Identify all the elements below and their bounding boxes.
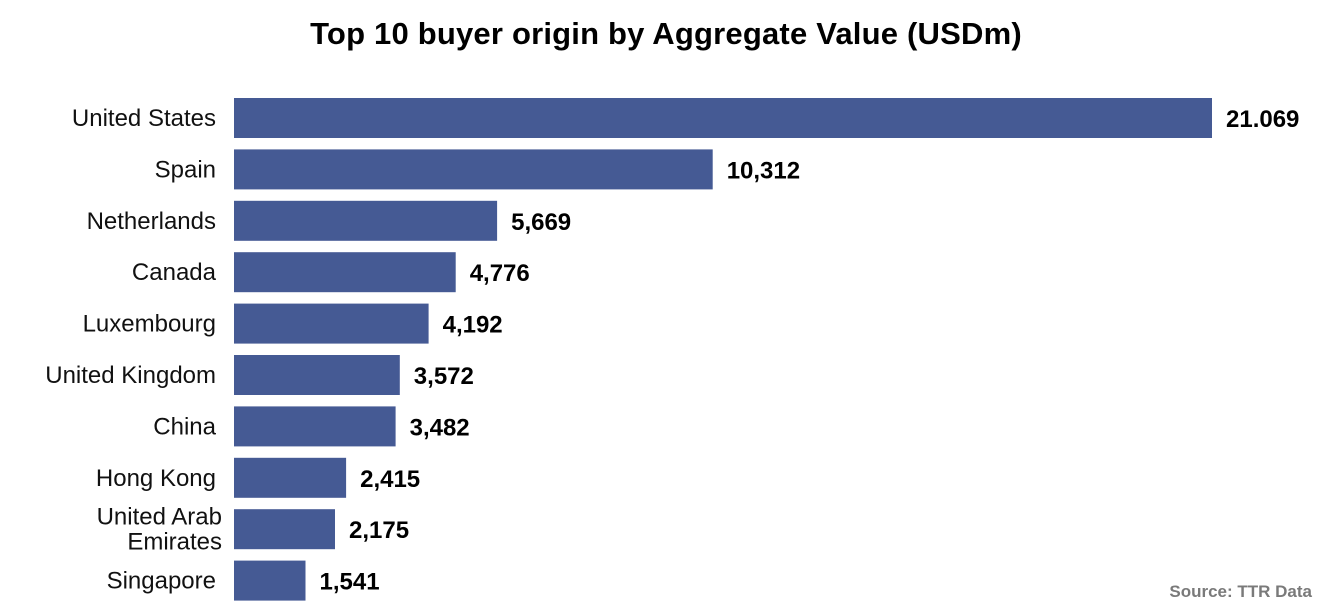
bars-group	[234, 98, 1212, 601]
category-label: Hong Kong	[96, 465, 216, 492]
bar-7	[234, 457, 347, 498]
source-note: Source: TTR Data	[1169, 582, 1312, 601]
value-label: 3,482	[410, 414, 470, 441]
category-label: Luxembourg	[83, 311, 216, 338]
bar-4	[234, 303, 429, 344]
value-label: 1,541	[320, 569, 380, 596]
value-label: 4,192	[443, 312, 503, 339]
value-label: 5,669	[511, 209, 571, 236]
category-labels: United States Spain Netherlands Canada Luxem…	[45, 105, 222, 595]
category-label: Netherlands	[87, 208, 216, 235]
bar-3	[234, 252, 456, 293]
bar-6	[234, 406, 396, 447]
category-label: Canada	[132, 259, 217, 286]
value-label: 10,312	[727, 157, 800, 184]
category-label: United Arab Emirates	[97, 504, 222, 556]
bar-5	[234, 355, 400, 395]
bar-2	[234, 200, 498, 241]
bar-8	[234, 509, 335, 550]
category-label: United Kingdom	[45, 362, 216, 389]
category-label: United States	[72, 105, 216, 132]
value-label: 3,572	[414, 363, 474, 390]
bar-9	[234, 560, 306, 601]
value-label: 2,175	[349, 517, 409, 544]
value-label: 2,415	[360, 466, 420, 493]
bar-0	[234, 98, 1212, 138]
chart-title: Top 10 buyer origin by Aggregate Value (…	[310, 16, 1022, 51]
value-labels: 21.069 10,312 5,669 4,776 4,192 3,572 3,482 2,4…	[320, 106, 1300, 596]
value-label: 21.069	[1226, 106, 1299, 133]
bar-1	[234, 149, 713, 190]
category-label: China	[153, 413, 216, 440]
value-label: 4,776	[470, 260, 530, 287]
category-label: Singapore	[107, 568, 216, 595]
category-label: Spain	[155, 156, 216, 183]
